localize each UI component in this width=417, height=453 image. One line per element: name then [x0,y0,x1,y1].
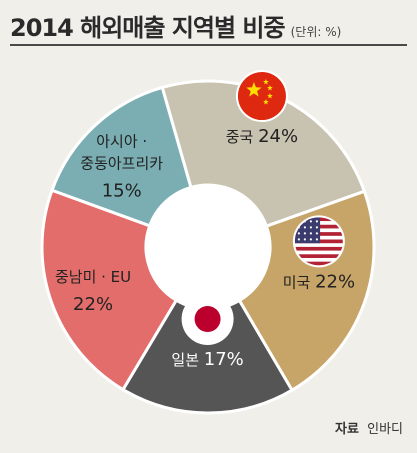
slice-label: 중남미 · EU 22% [55,268,131,315]
donut-slice [40,188,179,392]
donut-slice [50,85,193,228]
title-divider [10,44,407,46]
donut-hole [147,186,269,308]
source-credit: 자료 인바디 [335,418,403,437]
usa-flag-icon [292,215,345,268]
japan-flag-icon [181,292,234,345]
slice-label: 일본 17% [171,349,243,370]
china-flag-icon [235,70,288,123]
slice-label: 미국 22% [283,271,355,292]
chart-title: 2014 해외매출 지역별 비중 [10,14,286,42]
chart-header: 2014 해외매출 지역별 비중 (단위: %) [10,8,341,43]
slice-label: 아시아 · 중동아프리카 15% [80,133,163,202]
source-label: 자료 [335,422,359,437]
donut-slice [160,79,367,229]
unit-label: (단위: %) [290,25,342,39]
source-name: 인바디 [367,422,403,437]
slice-label: 중국 24% [226,126,298,147]
